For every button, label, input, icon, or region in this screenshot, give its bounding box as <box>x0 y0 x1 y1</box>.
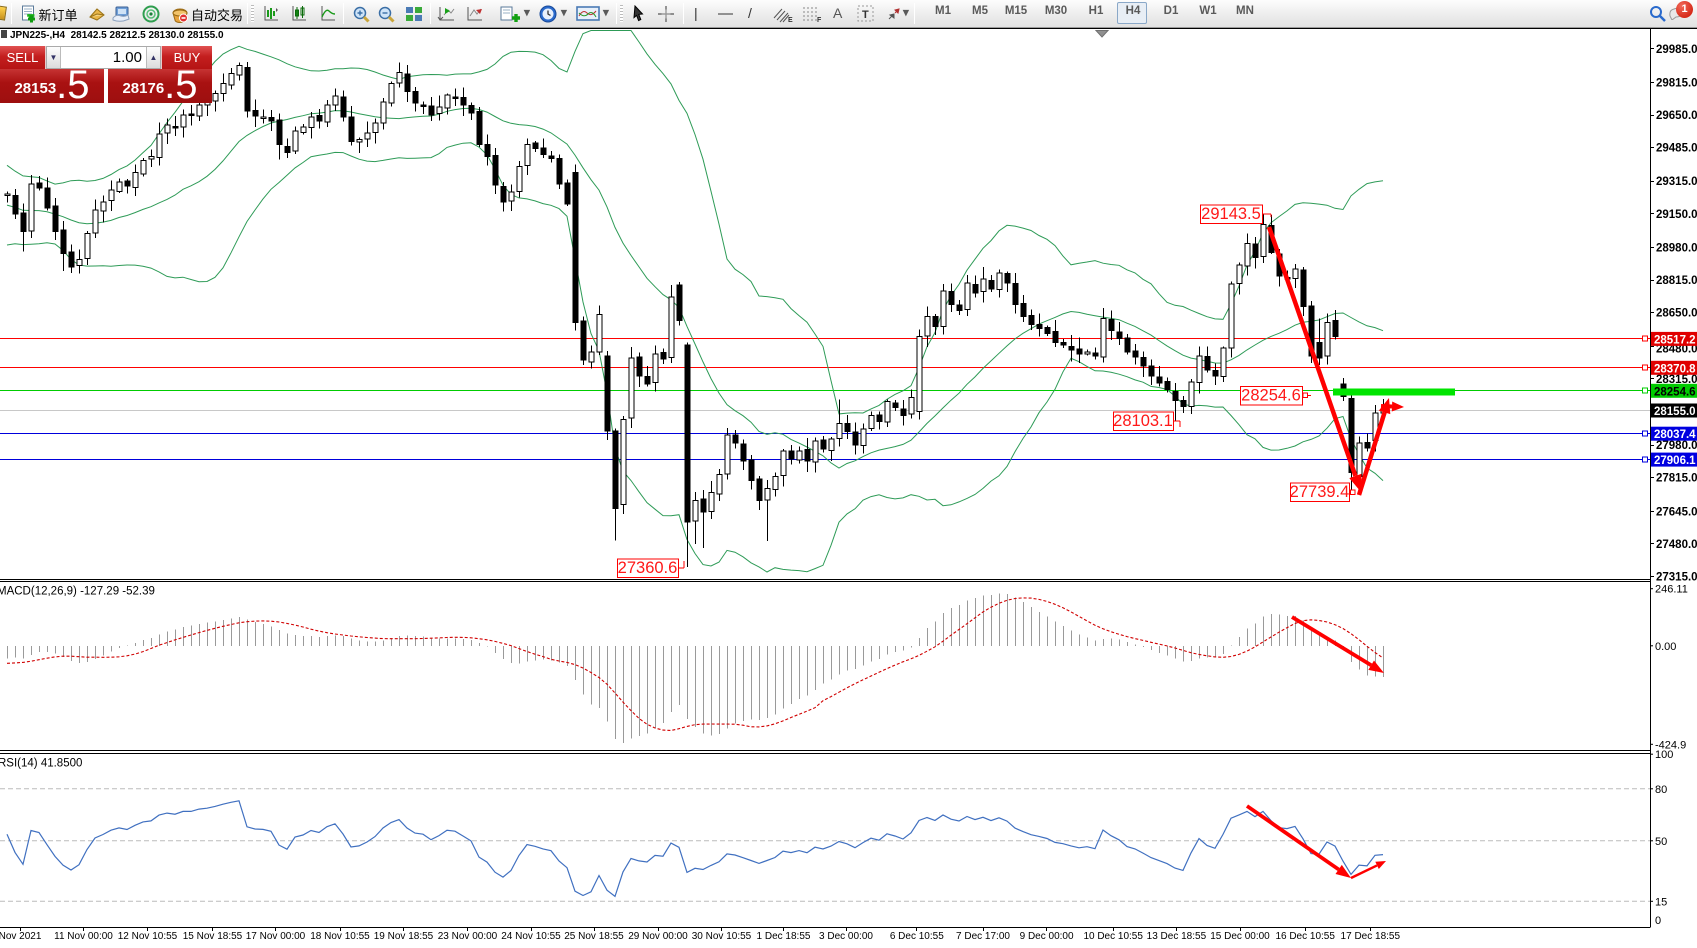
svg-text:246.11: 246.11 <box>1655 584 1688 596</box>
svg-text:F: F <box>817 17 822 24</box>
svg-text:29315.0: 29315.0 <box>1656 176 1697 188</box>
svg-text:9 Dec 00:00: 9 Dec 00:00 <box>1020 931 1074 942</box>
svg-text:15 Nov 18:55: 15 Nov 18:55 <box>183 931 243 942</box>
svg-text:27739.4: 27739.4 <box>1290 483 1350 501</box>
svg-text:28517.2: 28517.2 <box>1654 334 1696 346</box>
svg-text:13 Dec 18:55: 13 Dec 18:55 <box>1147 931 1207 942</box>
svg-text:28980.0: 28980.0 <box>1656 242 1697 254</box>
svg-text:28103.1: 28103.1 <box>1113 412 1173 430</box>
svg-text:1 Dec 18:55: 1 Dec 18:55 <box>757 931 811 942</box>
svg-text:18 Nov 10:55: 18 Nov 10:55 <box>310 931 370 942</box>
svg-text:T: T <box>862 9 869 21</box>
svg-text:29 Nov 00:00: 29 Nov 00:00 <box>628 931 688 942</box>
svg-text:RSI(14) 41.8500: RSI(14) 41.8500 <box>0 758 82 770</box>
svg-text:E: E <box>788 17 793 24</box>
svg-text:27480.0: 27480.0 <box>1656 539 1697 551</box>
svg-text:50: 50 <box>1655 836 1667 848</box>
svg-text:27815.0: 27815.0 <box>1656 473 1697 485</box>
svg-text:28037.4: 28037.4 <box>1654 429 1696 441</box>
svg-text:0.00: 0.00 <box>1655 641 1676 653</box>
svg-text:3 Dec 00:00: 3 Dec 00:00 <box>819 931 873 942</box>
svg-text:15 Dec 00:00: 15 Dec 00:00 <box>1210 931 1270 942</box>
svg-text:16 Dec 10:55: 16 Dec 10:55 <box>1275 931 1335 942</box>
svg-text:19 Nov 18:55: 19 Nov 18:55 <box>374 931 434 942</box>
svg-text:10 Dec 10:55: 10 Dec 10:55 <box>1083 931 1143 942</box>
svg-text:28370.8: 28370.8 <box>1654 363 1696 375</box>
svg-text:JPN225-,H4 28142.5 28212.5 28: JPN225-,H4 28142.5 28212.5 28130.0 28155… <box>10 30 224 41</box>
svg-text:29650.0: 29650.0 <box>1656 110 1697 122</box>
svg-text:7 Dec 17:00: 7 Dec 17:00 <box>956 931 1010 942</box>
svg-text:6 Dec 10:55: 6 Dec 10:55 <box>890 931 944 942</box>
svg-text:24 Nov 10:55: 24 Nov 10:55 <box>501 931 561 942</box>
svg-text:100: 100 <box>1655 749 1673 761</box>
svg-text:28815.0: 28815.0 <box>1656 275 1697 287</box>
svg-text:17 Nov 00:00: 17 Nov 00:00 <box>246 931 306 942</box>
svg-text:29815.0: 29815.0 <box>1656 77 1697 89</box>
svg-text:80: 80 <box>1655 784 1667 796</box>
svg-text:27315.0: 27315.0 <box>1656 572 1697 584</box>
svg-text:27360.6: 27360.6 <box>618 559 678 577</box>
svg-text:29143.5: 29143.5 <box>1201 205 1261 223</box>
svg-text:29485.0: 29485.0 <box>1656 143 1697 155</box>
svg-text:30 Nov 10:55: 30 Nov 10:55 <box>692 931 752 942</box>
svg-text:29150.0: 29150.0 <box>1656 209 1697 221</box>
svg-text:0: 0 <box>1655 915 1661 927</box>
svg-text:28315.0: 28315.0 <box>1656 374 1697 386</box>
svg-text:11 Nov 00:00: 11 Nov 00:00 <box>54 931 113 942</box>
svg-text:12 Nov 10:55: 12 Nov 10:55 <box>118 931 178 942</box>
svg-text:27980.0: 27980.0 <box>1656 440 1697 452</box>
svg-text:25 Nov 18:55: 25 Nov 18:55 <box>564 931 624 942</box>
svg-text:28254.6: 28254.6 <box>1654 386 1696 398</box>
svg-text:27645.0: 27645.0 <box>1656 506 1697 518</box>
svg-text:27906.1: 27906.1 <box>1654 455 1696 467</box>
svg-text:28480.0: 28480.0 <box>1656 344 1697 356</box>
svg-text:MACD(12,26,9) -127.29 -52.39: MACD(12,26,9) -127.29 -52.39 <box>0 586 155 598</box>
svg-text:17 Dec 18:55: 17 Dec 18:55 <box>1341 931 1401 942</box>
svg-text:Nov 2021: Nov 2021 <box>0 931 42 942</box>
svg-text:28650.0: 28650.0 <box>1656 308 1697 320</box>
svg-text:28254.6: 28254.6 <box>1241 387 1301 405</box>
svg-text:-424.9: -424.9 <box>1655 739 1686 751</box>
svg-text:23 Nov 00:00: 23 Nov 00:00 <box>438 931 498 942</box>
svg-text:29985.0: 29985.0 <box>1656 44 1697 56</box>
svg-text:28155.0: 28155.0 <box>1654 406 1696 418</box>
svg-text:15: 15 <box>1655 896 1667 908</box>
